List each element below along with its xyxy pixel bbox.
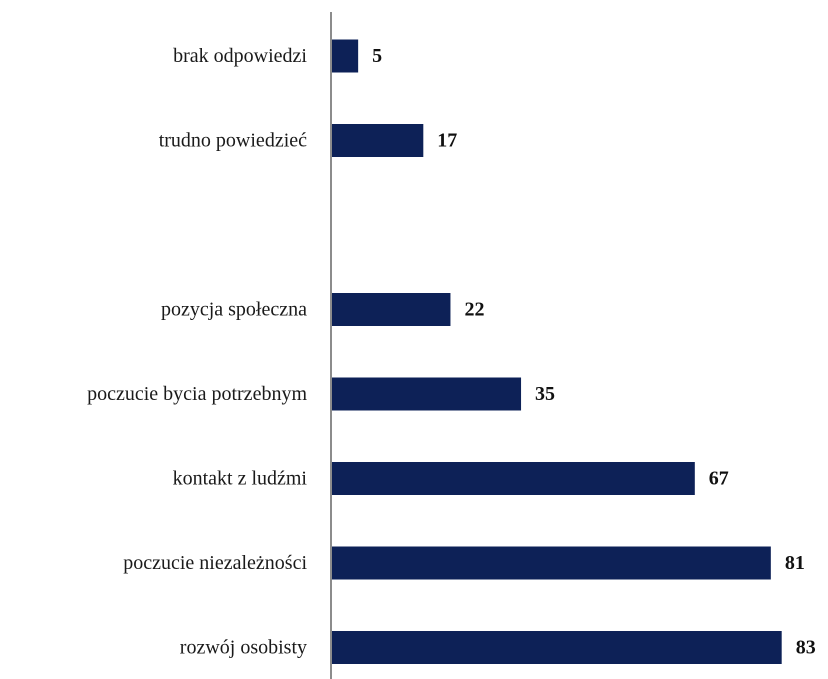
- value-label: 22: [464, 299, 484, 321]
- category-label: pozycja społeczna: [161, 299, 307, 321]
- value-label: 35: [535, 383, 555, 405]
- bar: [331, 39, 359, 73]
- value-label: 67: [709, 468, 729, 490]
- value-label: 81: [785, 552, 805, 574]
- category-label: poczucie niezależności: [123, 552, 307, 574]
- value-label: 5: [372, 45, 382, 67]
- category-label: poczucie bycia potrzebnym: [87, 383, 307, 405]
- bars-layer: [331, 39, 782, 664]
- bar: [331, 546, 771, 580]
- bar: [331, 462, 695, 495]
- bar: [331, 293, 451, 326]
- value-label: 83: [796, 637, 816, 659]
- value-label: 17: [437, 130, 457, 152]
- bar: [331, 631, 782, 664]
- category-label: brak odpowiedzi: [173, 45, 307, 67]
- category-label: trudno powiedzieć: [159, 130, 307, 152]
- category-label: kontakt z ludźmi: [173, 468, 308, 490]
- bar: [331, 124, 424, 157]
- bar: [331, 377, 522, 411]
- category-label: rozwój osobisty: [180, 637, 307, 659]
- value-labels: 5 17 22 35 67 81 83: [372, 45, 816, 659]
- category-labels: brak odpowiedzi trudno powiedzieć pozycja …: [87, 45, 307, 659]
